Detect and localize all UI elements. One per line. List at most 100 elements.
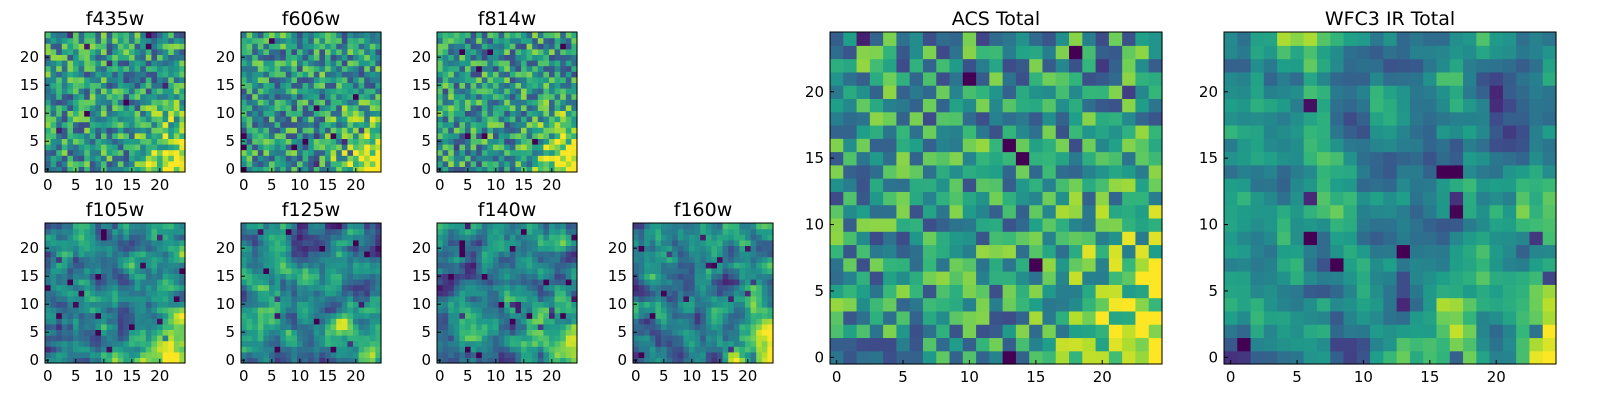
heatmap-cell	[883, 297, 897, 312]
heatmap-cell	[1029, 350, 1044, 365]
heatmap-cell	[257, 318, 264, 325]
heatmap-cell	[364, 110, 371, 117]
heatmap-cell	[666, 245, 673, 252]
heatmap-cell	[515, 138, 522, 145]
heatmap-cell	[280, 88, 287, 95]
heatmap-cell	[476, 262, 483, 269]
heatmap-cell	[61, 88, 68, 95]
heatmap-cell	[45, 99, 52, 106]
heatmap-cell	[515, 160, 522, 167]
heatmap-cell	[1069, 204, 1083, 219]
heatmap-cell	[1108, 217, 1123, 232]
heatmap-cell	[61, 32, 68, 39]
heatmap-cell	[336, 279, 343, 286]
heatmap-cell	[962, 138, 977, 153]
heatmap-cell	[442, 284, 449, 291]
heatmap-cell	[61, 290, 68, 297]
heatmap-cell	[50, 262, 57, 269]
heatmap-cell	[493, 155, 500, 162]
heatmap-cell	[61, 357, 68, 364]
heatmap-cell	[157, 37, 164, 44]
heatmap-cell	[325, 251, 332, 258]
heatmap-cell	[498, 104, 505, 111]
heatmap-cell	[67, 82, 74, 89]
heatmap-cell	[767, 323, 774, 330]
heatmap-cell	[291, 323, 298, 330]
heatmap-cell	[498, 60, 505, 67]
heatmap-cell	[330, 155, 337, 162]
heatmap-cell	[437, 88, 444, 95]
heatmap-cell	[532, 65, 539, 72]
heatmap-cell	[493, 307, 500, 314]
heatmap-cell	[571, 110, 578, 117]
heatmap-cell	[689, 312, 696, 319]
heatmap-cell	[112, 312, 119, 319]
heatmap-cell	[45, 127, 52, 134]
heatmap-cell	[487, 76, 494, 83]
heatmap-cell	[369, 144, 376, 151]
heatmap-cell	[241, 155, 248, 162]
heatmap-cell	[560, 267, 567, 274]
heatmap-cell	[269, 335, 276, 342]
heatmap-cell	[700, 251, 707, 258]
heatmap-cell	[123, 329, 130, 336]
heatmap-cell	[532, 279, 539, 286]
heatmap-cell	[134, 65, 141, 72]
heatmap-cell	[476, 155, 483, 162]
heatmap-cell	[280, 346, 287, 353]
heatmap-cell	[756, 284, 763, 291]
heatmap-cell	[145, 256, 152, 263]
heatmap-cell	[123, 54, 130, 61]
heatmap-cell	[353, 273, 360, 280]
heatmap-cell	[173, 295, 180, 302]
heatmap-cell	[347, 312, 354, 319]
heatmap-cell	[756, 301, 763, 308]
heatmap-cell	[117, 48, 124, 55]
heatmap-cell	[269, 279, 276, 286]
heatmap-cell	[61, 279, 68, 286]
heatmap-cell	[263, 351, 270, 358]
heatmap-cell	[302, 245, 309, 252]
heatmap-cell	[700, 279, 707, 286]
heatmap-cell	[313, 228, 320, 235]
heatmap-cell	[661, 256, 668, 263]
heatmap-cell	[830, 231, 844, 246]
heatmap-cell	[241, 284, 248, 291]
heatmap-cell	[745, 228, 752, 235]
heatmap-cell	[336, 256, 343, 263]
heatmap-cell	[101, 155, 108, 162]
heatmap-cell	[252, 138, 259, 145]
heatmap-cell	[476, 223, 483, 230]
heatmap-cell	[465, 307, 472, 314]
heatmap-cell	[67, 284, 74, 291]
heatmap-cell	[644, 301, 651, 308]
heatmap-cell	[151, 245, 158, 252]
heatmap-cell	[470, 155, 477, 162]
heatmap-cell	[246, 155, 253, 162]
heatmap-cell	[61, 295, 68, 302]
heatmap-cell	[448, 132, 455, 139]
heatmap-cell	[173, 121, 180, 128]
heatmap-cell	[1082, 151, 1097, 166]
heatmap-cell	[537, 93, 544, 100]
heatmap-cell	[89, 138, 96, 145]
heatmap-cell	[140, 93, 147, 100]
heatmap-cell	[336, 239, 343, 246]
heatmap-cell	[252, 267, 259, 274]
heatmap-cell	[117, 346, 124, 353]
heatmap-cell	[45, 290, 52, 297]
heatmap-cell	[73, 323, 80, 330]
heatmap-cell	[78, 60, 85, 67]
heatmap-cell	[487, 256, 494, 263]
heatmap-cell	[442, 127, 449, 134]
heatmap-cell	[504, 351, 511, 358]
heatmap-cell	[358, 37, 365, 44]
heatmap-cell	[179, 144, 186, 151]
heatmap-cell	[756, 228, 763, 235]
heatmap-cell	[1082, 257, 1097, 272]
heatmap-cell	[442, 166, 449, 173]
heatmap-cell	[633, 228, 640, 235]
heatmap-cell	[291, 104, 298, 111]
heatmap-cell	[73, 262, 80, 269]
heatmap-cell	[554, 312, 561, 319]
